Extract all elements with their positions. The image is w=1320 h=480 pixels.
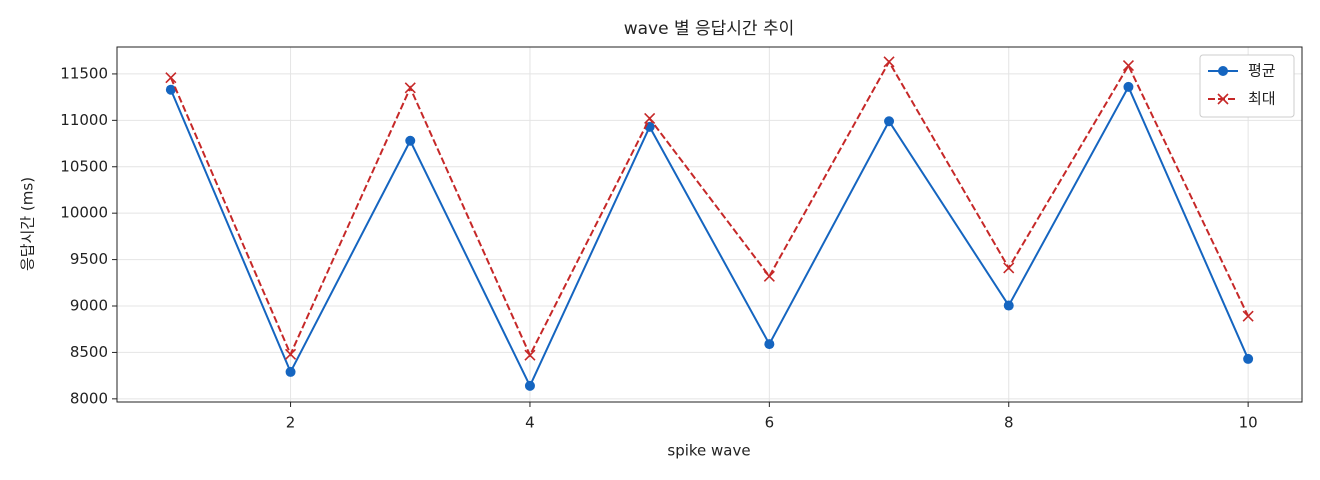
legend-label: 최대 — [1248, 90, 1276, 108]
point — [883, 56, 895, 68]
y-tick-label: 11500 — [60, 64, 108, 82]
point — [1123, 81, 1134, 92]
point — [1003, 262, 1015, 274]
point — [1243, 353, 1254, 364]
x-tick-label: 8 — [1004, 414, 1014, 432]
point — [763, 270, 775, 282]
y-tick-label: 8000 — [70, 389, 108, 407]
point — [165, 72, 177, 84]
legend-box — [1199, 54, 1295, 118]
plot-frame — [116, 46, 1303, 403]
series-line — [169, 59, 1250, 358]
x-tick-label: 2 — [286, 414, 296, 432]
legend-marker — [1217, 93, 1229, 105]
x-tick-label: 4 — [525, 414, 535, 432]
x-tick-label: 6 — [765, 414, 775, 432]
point — [1242, 310, 1254, 322]
point — [165, 84, 176, 95]
legend-label: 평균 — [1248, 62, 1276, 80]
point — [1003, 300, 1014, 311]
point — [644, 112, 656, 125]
y-tick-label: 10000 — [60, 204, 108, 222]
point — [884, 116, 895, 127]
point — [524, 349, 536, 361]
point — [284, 348, 297, 360]
point — [285, 366, 296, 377]
y-tick-label: 10500 — [60, 157, 108, 175]
point — [764, 339, 775, 350]
y-tick-label: 11000 — [60, 111, 108, 129]
point — [1122, 60, 1135, 72]
y-tick-label: 9000 — [70, 297, 108, 315]
point — [405, 135, 416, 146]
legend-marker — [1218, 66, 1228, 76]
series-line — [169, 84, 1250, 389]
x-tick-label: 10 — [1239, 414, 1258, 432]
y-tick-label: 8500 — [70, 343, 108, 361]
y-axis-label: 응답시간 (ms) — [19, 177, 37, 271]
y-tick-label: 9500 — [70, 250, 108, 268]
point — [404, 82, 416, 94]
point — [524, 380, 535, 391]
chart-title: wave 별 응답시간 추이 — [624, 19, 795, 39]
x-axis-label: spike wave — [667, 442, 750, 460]
